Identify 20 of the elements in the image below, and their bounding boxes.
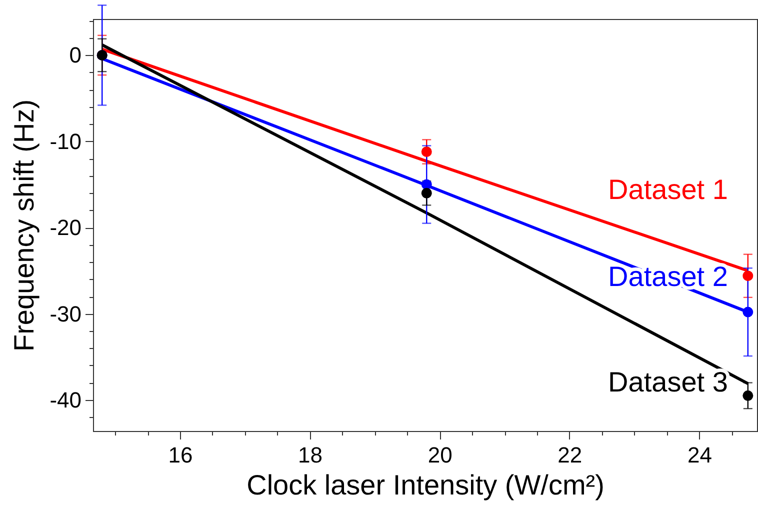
x-tick-label: 20: [428, 442, 452, 468]
point: [421, 179, 432, 190]
x-tick-label: 24: [687, 442, 712, 468]
y-tick-label: 0: [69, 42, 82, 68]
x-tick-label: 18: [298, 442, 323, 468]
point: [421, 188, 432, 198]
x-tick-label: 16: [168, 442, 193, 468]
point: [742, 390, 754, 401]
point: [421, 146, 432, 157]
x-tick-label: 22: [558, 442, 582, 468]
point: [742, 306, 754, 318]
y-tick-label: -10: [50, 128, 82, 154]
y-tick-label: -30: [50, 301, 82, 326]
text: Dataset 1: [608, 174, 728, 205]
series-label: Dataset 3: [608, 366, 728, 398]
x-axis-title: Clock laser Intensity (W/cm²): [246, 470, 604, 500]
point: [742, 270, 754, 282]
y-tick-label: -40: [50, 387, 82, 412]
y-axis-title: Frequency shift (Hz): [8, 99, 40, 352]
y-tick-label: -20: [50, 215, 82, 240]
